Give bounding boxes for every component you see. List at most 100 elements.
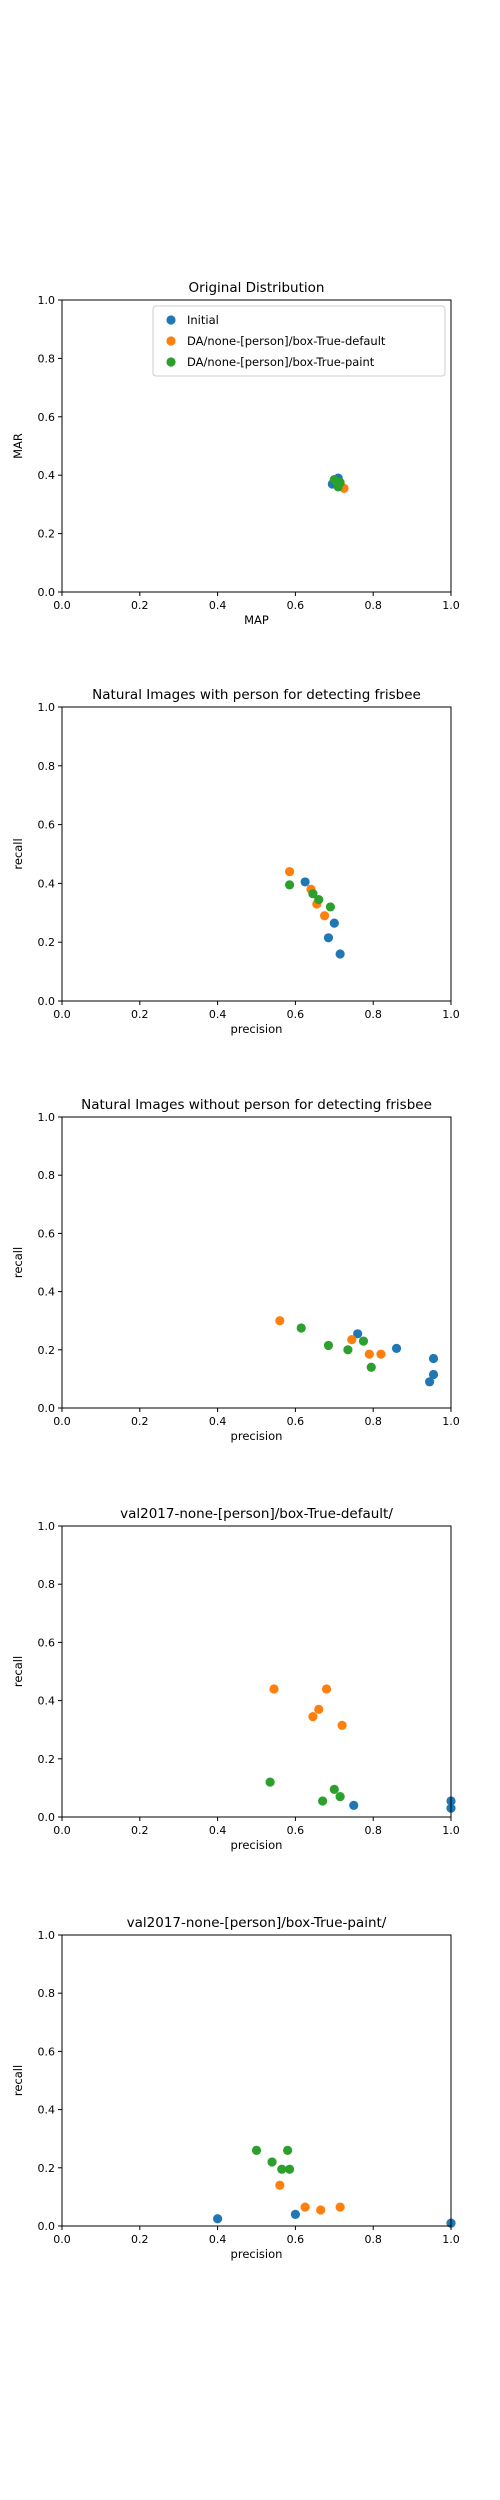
point-default-3 bbox=[364, 1349, 374, 1359]
x-tick-label: 0.2 bbox=[131, 1824, 149, 1837]
y-tick-label: 1.0 bbox=[38, 294, 56, 307]
y-tick-label: 0.6 bbox=[38, 1227, 56, 1240]
y-tick-label: 0.6 bbox=[38, 2045, 56, 2058]
point-paint-4 bbox=[318, 1796, 328, 1806]
point-default-5 bbox=[337, 1720, 347, 1730]
point-default-1 bbox=[275, 1316, 285, 1326]
y-tick-label: 0.0 bbox=[38, 2220, 56, 2233]
y-tick-label: 0.8 bbox=[38, 352, 56, 365]
point-default-1 bbox=[275, 2180, 285, 2190]
x-tick-label: 0.8 bbox=[364, 2233, 382, 2246]
x-axis-label: MAP bbox=[244, 613, 269, 627]
point-initial-2 bbox=[290, 2209, 300, 2219]
legend-box bbox=[152, 305, 446, 377]
x-axis-label: precision bbox=[231, 1022, 283, 1036]
point-paint-3 bbox=[277, 2164, 287, 2174]
chart-panel-5: 0.0 0.2 0.4 0.6 0.8 1.0 0.0 0.2 0.4 0.6 0.8 1.0 val2… bbox=[11, 1915, 460, 2261]
point-paint-4 bbox=[283, 2145, 293, 2155]
x-tick-label: 0.4 bbox=[209, 1415, 227, 1428]
chart-panel-1: 0.0 0.2 0.4 0.6 0.8 1.0 0.0 0.2 0.4 0.6 0.8 1.0 Orig… bbox=[11, 280, 460, 627]
point-initial-3 bbox=[428, 1353, 439, 1364]
point-paint-4 bbox=[325, 902, 336, 912]
chart-title: Natural Images without person for detect… bbox=[81, 1097, 432, 1113]
point-initial-1 bbox=[300, 877, 310, 887]
legend-label: DA/none-[person]/box-True-paint bbox=[187, 355, 375, 369]
x-tick-label: 1.0 bbox=[442, 599, 460, 612]
point-initial-1 bbox=[213, 2214, 223, 2224]
y-tick-label: 0.0 bbox=[38, 995, 56, 1008]
legend-marker bbox=[166, 315, 176, 325]
x-tick-label: 1.0 bbox=[442, 2233, 460, 2246]
legend-label: Initial bbox=[187, 313, 219, 327]
x-tick-label: 0.6 bbox=[287, 599, 305, 612]
point-paint-1 bbox=[296, 1323, 306, 1333]
y-tick-label: 1.0 bbox=[38, 701, 56, 714]
plot-frame bbox=[61, 299, 452, 593]
point-paint-5 bbox=[284, 2164, 295, 2174]
x-tick-label: 0.4 bbox=[209, 1824, 227, 1837]
point-paint-5 bbox=[366, 1362, 376, 1372]
legend-marker bbox=[166, 357, 176, 367]
y-tick-label: 0.8 bbox=[38, 1987, 56, 2000]
y-tick-label: 0.8 bbox=[38, 760, 56, 773]
x-tick-label: 0.2 bbox=[131, 2233, 149, 2246]
point-initial-3 bbox=[323, 933, 334, 943]
plot-frame bbox=[61, 1934, 452, 2227]
x-tick-label: 0.6 bbox=[287, 1415, 305, 1428]
point-initial-1 bbox=[349, 1800, 359, 1810]
legend: Initial DA/none-[person]/box-True-default… bbox=[152, 305, 446, 377]
chart-panel-3: 0.0 0.2 0.4 0.6 0.8 1.0 0.0 0.2 0.4 0.6 0.8 1.0 Natu… bbox=[11, 1097, 460, 1443]
x-tick-label: 0.0 bbox=[53, 599, 71, 612]
y-tick-label: 0.0 bbox=[38, 1811, 56, 1824]
point-initial-4 bbox=[428, 1369, 439, 1380]
x-axis-label: precision bbox=[231, 1429, 283, 1443]
legend-marker bbox=[166, 336, 176, 346]
x-tick-label: 0.0 bbox=[53, 1415, 71, 1428]
y-tick-label: 0.6 bbox=[38, 1636, 56, 1649]
x-tick-label: 0.0 bbox=[53, 2233, 71, 2246]
x-tick-label: 0.4 bbox=[209, 2233, 227, 2246]
point-paint-2 bbox=[323, 1340, 334, 1351]
y-tick-label: 1.0 bbox=[38, 1929, 56, 1942]
point-initial-2 bbox=[329, 918, 339, 928]
point-paint-4 bbox=[329, 474, 339, 485]
y-tick-label: 0.6 bbox=[38, 411, 56, 424]
chart-title: Natural Images with person for detecting… bbox=[92, 687, 421, 703]
point-paint-4 bbox=[358, 1336, 369, 1346]
point-paint-2 bbox=[329, 1784, 339, 1794]
x-axis-label: precision bbox=[231, 2247, 283, 2261]
point-default-3 bbox=[314, 1704, 324, 1714]
point-default-3 bbox=[316, 2205, 326, 2215]
y-tick-label: 1.0 bbox=[38, 1520, 56, 1533]
y-tick-label: 1.0 bbox=[38, 1111, 56, 1124]
y-tick-label: 0.2 bbox=[38, 2162, 56, 2175]
y-axis-label: recall bbox=[11, 838, 25, 869]
point-paint-3 bbox=[343, 1345, 353, 1355]
point-paint-3 bbox=[314, 894, 324, 905]
x-tick-label: 0.8 bbox=[364, 1824, 382, 1837]
point-default-1 bbox=[284, 867, 295, 877]
point-initial-5 bbox=[425, 1377, 435, 1387]
x-tick-label: 0.6 bbox=[287, 1824, 305, 1837]
chart-title: val2017-none-[person]/box-True-paint/ bbox=[127, 1915, 387, 1931]
y-tick-label: 0.2 bbox=[38, 936, 56, 949]
x-axis-label: precision bbox=[231, 1838, 283, 1852]
point-default-4 bbox=[376, 1349, 386, 1359]
y-axis-label: recall bbox=[11, 1247, 25, 1278]
point-default-2 bbox=[321, 1684, 332, 1694]
y-tick-label: 0.8 bbox=[38, 1578, 56, 1591]
y-axis-label: recall bbox=[11, 1656, 25, 1687]
x-tick-label: 0.8 bbox=[364, 1008, 382, 1021]
y-tick-label: 0.8 bbox=[38, 1169, 56, 1182]
y-tick-label: 0.0 bbox=[38, 586, 56, 599]
point-default-4 bbox=[335, 2202, 345, 2212]
x-tick-label: 0.2 bbox=[131, 1008, 149, 1021]
chart-title: Original Distribution bbox=[189, 280, 325, 296]
point-initial-4 bbox=[335, 949, 345, 959]
y-tick-label: 0.4 bbox=[38, 1286, 56, 1299]
point-paint-2 bbox=[267, 2157, 277, 2167]
y-tick-label: 0.4 bbox=[38, 2104, 56, 2117]
x-tick-label: 1.0 bbox=[442, 1824, 460, 1837]
point-default-2 bbox=[300, 2202, 310, 2212]
